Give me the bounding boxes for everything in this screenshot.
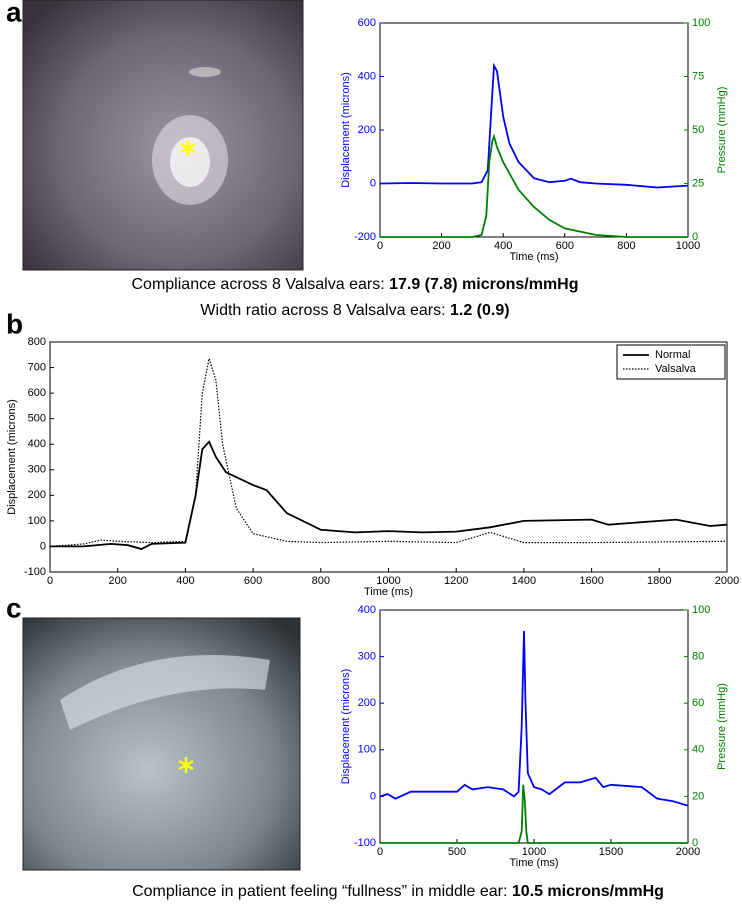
x-tick-label: 600 <box>244 575 262 587</box>
x-tick-label: 1800 <box>647 575 671 587</box>
y2-tick-label: 0 <box>692 231 698 243</box>
x-tick-label: 800 <box>312 575 330 587</box>
caption-value: 1.2 (0.9) <box>450 302 510 319</box>
y-tick-label: 100 <box>28 515 46 527</box>
y-tick-label: 0 <box>40 540 46 552</box>
x-tick-label: 400 <box>176 575 194 587</box>
x-tick-label: 1000 <box>522 846 546 858</box>
x-tick-label: 1200 <box>444 575 468 587</box>
y2-axis-label: Pressure (mmHg) <box>716 683 728 770</box>
photo-a <box>22 0 304 271</box>
caption-value: 17.9 (7.8) microns/mmHg <box>389 276 578 293</box>
x-tick-label: 1000 <box>676 240 700 252</box>
y-tick-label: 800 <box>28 336 46 348</box>
data-line <box>380 784 688 844</box>
y-tick-label: -100 <box>24 566 46 578</box>
x-tick-label: 2000 <box>715 575 739 587</box>
y-axis-label: Displacement (microns) <box>6 399 18 515</box>
data-line <box>380 133 688 238</box>
y-tick-label: 200 <box>358 124 376 136</box>
y-tick-label: 500 <box>28 413 46 425</box>
caption: Compliance in patient feeling “fullness”… <box>132 883 664 900</box>
y-axis-label: Displacement (microns) <box>340 72 352 188</box>
y-tick-label: -100 <box>354 837 376 849</box>
y-tick-label: 100 <box>358 744 376 756</box>
y2-tick-label: 80 <box>692 651 704 663</box>
x-tick-label: 200 <box>432 240 450 252</box>
legend-box <box>616 344 726 380</box>
y2-axis-label: Pressure (mmHg) <box>716 87 728 174</box>
x-tick-label: 1000 <box>376 575 400 587</box>
y-tick-label: 700 <box>28 361 46 373</box>
x-tick-label: 500 <box>448 846 466 858</box>
y-tick-label: 0 <box>370 177 376 189</box>
y-tick-label: 600 <box>358 17 376 29</box>
plot-frame <box>379 22 689 238</box>
caption-text: Width ratio across 8 Valsalva ears: <box>200 302 450 319</box>
y2-tick-label: 75 <box>692 70 704 82</box>
y2-tick-label: 20 <box>692 790 704 802</box>
y2-tick-label: 100 <box>692 604 710 616</box>
y-tick-label: 0 <box>370 790 376 802</box>
data-line <box>49 358 728 547</box>
legend-label: Valsalva <box>655 363 697 375</box>
y-tick-label: 300 <box>28 464 46 476</box>
x-tick-label: 0 <box>377 846 383 858</box>
y2-tick-label: 25 <box>692 177 704 189</box>
x-tick-label: 800 <box>617 240 635 252</box>
x-axis-label: Time (ms) <box>364 586 413 598</box>
data-line <box>379 62 689 189</box>
x-tick-label: 200 <box>109 575 127 587</box>
x-tick-label: 1400 <box>512 575 536 587</box>
photo-c <box>22 617 301 871</box>
y-tick-label: 400 <box>358 604 376 616</box>
x-tick-label: 0 <box>47 575 53 587</box>
caption: Width ratio across 8 Valsalva ears: 1.2 … <box>200 302 509 319</box>
caption: Compliance across 8 Valsalva ears: 17.9 … <box>132 276 579 293</box>
x-tick-label: 400 <box>494 240 512 252</box>
y-tick-label: -200 <box>354 231 376 243</box>
y-tick-label: 600 <box>28 387 46 399</box>
y2-tick-label: 40 <box>692 744 704 756</box>
data-line <box>379 630 689 807</box>
panel-label: c <box>6 592 22 623</box>
x-tick-label: 2000 <box>676 846 700 858</box>
x-tick-label: 600 <box>556 240 574 252</box>
x-tick-label: 0 <box>377 240 383 252</box>
y2-tick-label: 100 <box>692 17 710 29</box>
y-tick-label: 400 <box>358 70 376 82</box>
panel-label: b <box>6 308 23 339</box>
y-tick-label: 400 <box>28 438 46 450</box>
plot-frame <box>379 609 689 844</box>
y2-tick-label: 60 <box>692 697 704 709</box>
x-tick-label: 1500 <box>599 846 623 858</box>
y-tick-label: 200 <box>358 697 376 709</box>
caption-text: Compliance in patient feeling “fullness”… <box>132 883 512 900</box>
data-line <box>50 440 728 550</box>
y-tick-label: 200 <box>28 489 46 501</box>
y2-tick-label: 50 <box>692 124 704 136</box>
x-axis-label: Time (ms) <box>509 251 558 263</box>
legend-label: Normal <box>655 349 690 361</box>
caption-text: Compliance across 8 Valsalva ears: <box>132 276 390 293</box>
y-tick-label: 300 <box>358 651 376 663</box>
panel-label: a <box>6 0 22 27</box>
y2-tick-label: 0 <box>692 837 698 849</box>
x-axis-label: Time (ms) <box>509 857 558 869</box>
caption-value: 10.5 microns/mmHg <box>512 883 664 900</box>
x-tick-label: 1600 <box>579 575 603 587</box>
y-axis-label: Displacement (microns) <box>340 669 352 785</box>
